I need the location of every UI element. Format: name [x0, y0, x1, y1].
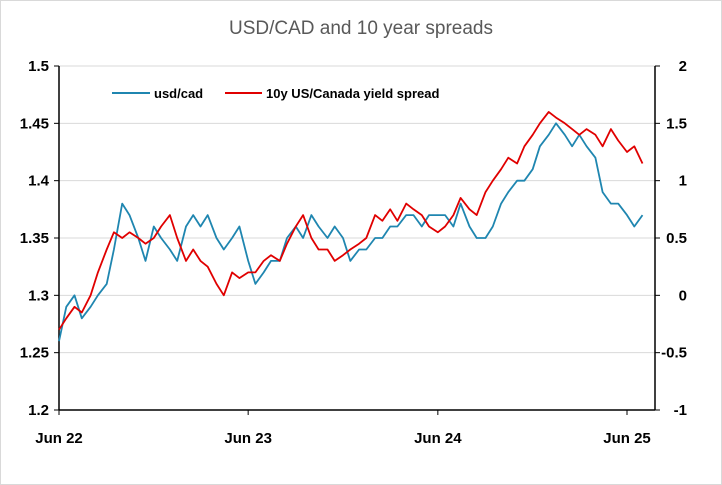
left-tick-label: 1.4 — [28, 173, 50, 190]
right-tick-label: -1 — [674, 402, 687, 419]
left-tick-label: 1.45 — [20, 115, 49, 132]
right-tick-label: 2 — [679, 58, 687, 75]
left-tick-label: 1.3 — [28, 287, 49, 304]
left-tick-label: 1.35 — [20, 230, 49, 247]
legend-spread-label: 10y US/Canada yield spread — [266, 86, 439, 101]
right-tick-label: 1 — [679, 173, 687, 190]
usdcad-series-line — [58, 122, 644, 342]
right-tick-label: 0.5 — [666, 230, 687, 247]
right-tick-label: -0.5 — [661, 345, 687, 362]
left-tick-label: 1.5 — [28, 58, 49, 75]
x-tick-label: Jun 22 — [35, 430, 83, 447]
x-tick-label: Jun 25 — [603, 430, 651, 447]
x-tick-label: Jun 23 — [224, 430, 272, 447]
chart-title: USD/CAD and 10 year spreads — [228, 18, 493, 39]
yield-spread-series-line — [58, 111, 644, 331]
right-tick-label: 0 — [679, 287, 687, 304]
left-tick-label: 1.2 — [28, 402, 49, 419]
legend-usdcad-label: usd/cad — [154, 86, 203, 101]
right-tick-label: 1.5 — [666, 115, 687, 132]
left-tick-label: 1.25 — [20, 345, 49, 362]
x-tick-label: Jun 24 — [414, 430, 462, 447]
